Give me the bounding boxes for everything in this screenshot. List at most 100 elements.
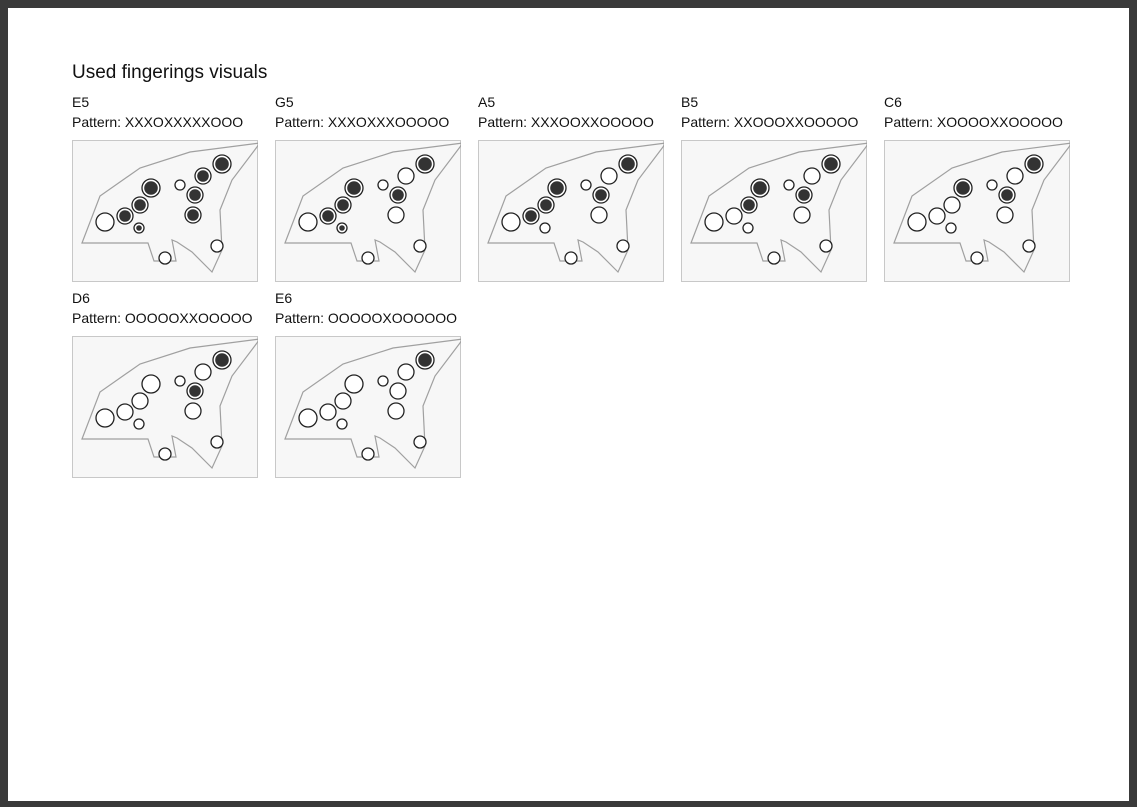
pattern-label: Pattern: OOOOOXOOOOOO — [275, 310, 458, 326]
hole-open — [131, 392, 149, 410]
fingering-diagram — [72, 140, 258, 282]
hole-open — [742, 222, 754, 234]
hole-open — [344, 374, 364, 394]
hole-open — [501, 212, 521, 232]
hole-open — [184, 402, 202, 420]
hole-open — [387, 402, 405, 420]
fingering-diagram — [72, 336, 258, 478]
note-label: B5 — [681, 94, 699, 110]
hole-open — [210, 239, 224, 253]
hole-open — [1006, 167, 1024, 185]
hole-covered — [319, 207, 337, 225]
hole-open — [95, 408, 115, 428]
hole-covered — [141, 178, 161, 198]
hole-covered — [184, 206, 202, 224]
pattern-label: Pattern: OOOOOXXOOOOO — [72, 310, 253, 326]
hole-open — [600, 167, 618, 185]
hole-covered — [212, 350, 232, 370]
hole-open — [336, 418, 348, 430]
pattern-label: Pattern: XOOOOXXOOOOO — [884, 114, 1063, 130]
hole-open — [298, 212, 318, 232]
hole-open — [943, 196, 961, 214]
hole-covered — [821, 154, 841, 174]
fingering-card: E6 Pattern: OOOOOXOOOOOO — [275, 288, 461, 478]
hole-open — [319, 403, 337, 421]
hole-covered — [194, 167, 212, 185]
hole-open — [767, 251, 781, 265]
hole-open — [387, 206, 405, 224]
fingering-diagram — [884, 140, 1070, 282]
hole-open — [986, 179, 998, 191]
note-label: E6 — [275, 290, 293, 306]
hole-open — [803, 167, 821, 185]
hole-covered — [740, 196, 758, 214]
hole-covered — [953, 178, 973, 198]
hole-open — [397, 167, 415, 185]
hole-covered — [998, 186, 1016, 204]
note-label: C6 — [884, 94, 902, 110]
hole-open — [361, 251, 375, 265]
hole-covered — [336, 222, 348, 234]
pattern-label: Pattern: XXOOOXXOOOOO — [681, 114, 859, 130]
hole-covered — [618, 154, 638, 174]
hole-open — [539, 222, 551, 234]
pattern-label: Pattern: XXXOXXXOOOOO — [275, 114, 450, 130]
hole-open — [158, 251, 172, 265]
hole-open — [298, 408, 318, 428]
fingering-card: G5 Pattern: XXXOXXXOOOOO — [275, 92, 461, 282]
hole-open — [928, 207, 946, 225]
hole-covered — [415, 154, 435, 174]
fingering-diagram — [478, 140, 664, 282]
hole-open — [174, 179, 186, 191]
hole-open — [1022, 239, 1036, 253]
hole-open — [210, 435, 224, 449]
hole-open — [116, 403, 134, 421]
pattern-label: Pattern: XXXOOXXOOOOO — [478, 114, 654, 130]
hole-open — [413, 239, 427, 253]
hole-open — [970, 251, 984, 265]
hole-covered — [547, 178, 567, 198]
hole-open — [158, 447, 172, 461]
hole-open — [793, 206, 811, 224]
hole-open — [133, 418, 145, 430]
note-label: E5 — [72, 94, 90, 110]
hole-covered — [537, 196, 555, 214]
hole-covered — [186, 186, 204, 204]
hole-open — [377, 179, 389, 191]
pattern-label: Pattern: XXXOXXXXXOOO — [72, 114, 244, 130]
hole-open — [590, 206, 608, 224]
fingering-diagram — [681, 140, 867, 282]
hole-open — [95, 212, 115, 232]
note-label: G5 — [275, 94, 294, 110]
hole-open — [194, 363, 212, 381]
hole-covered — [795, 186, 813, 204]
hole-open — [996, 206, 1014, 224]
fingering-grid: E5 Pattern: XXXOXXXXXOOO G5 Pattern: XXXOXX… — [72, 92, 1070, 478]
hole-covered — [344, 178, 364, 198]
hole-open — [397, 363, 415, 381]
hole-covered — [334, 196, 352, 214]
hole-covered — [131, 196, 149, 214]
fingering-card: C6 Pattern: XOOOOXXOOOOO — [884, 92, 1070, 282]
fingering-card: E5 Pattern: XXXOXXXXXOOO — [72, 92, 258, 282]
fingering-card: D6 Pattern: OOOOOXXOOOOO — [72, 288, 258, 478]
hole-covered — [389, 186, 407, 204]
hole-open — [945, 222, 957, 234]
document-page: Used fingerings visuals E5 Pattern: XXXOX… — [8, 8, 1129, 801]
hole-covered — [186, 382, 204, 400]
fingering-diagram — [275, 140, 461, 282]
hole-covered — [116, 207, 134, 225]
hole-covered — [415, 350, 435, 370]
hole-open — [361, 447, 375, 461]
hole-open — [616, 239, 630, 253]
hole-open — [389, 382, 407, 400]
hole-open — [819, 239, 833, 253]
hole-covered — [592, 186, 610, 204]
hole-open — [141, 374, 161, 394]
page-title: Used fingerings visuals — [72, 62, 268, 83]
hole-covered — [522, 207, 540, 225]
fingering-card: A5 Pattern: XXXOOXXOOOOO — [478, 92, 664, 282]
note-label: D6 — [72, 290, 90, 306]
hole-open — [413, 435, 427, 449]
hole-open — [174, 375, 186, 387]
